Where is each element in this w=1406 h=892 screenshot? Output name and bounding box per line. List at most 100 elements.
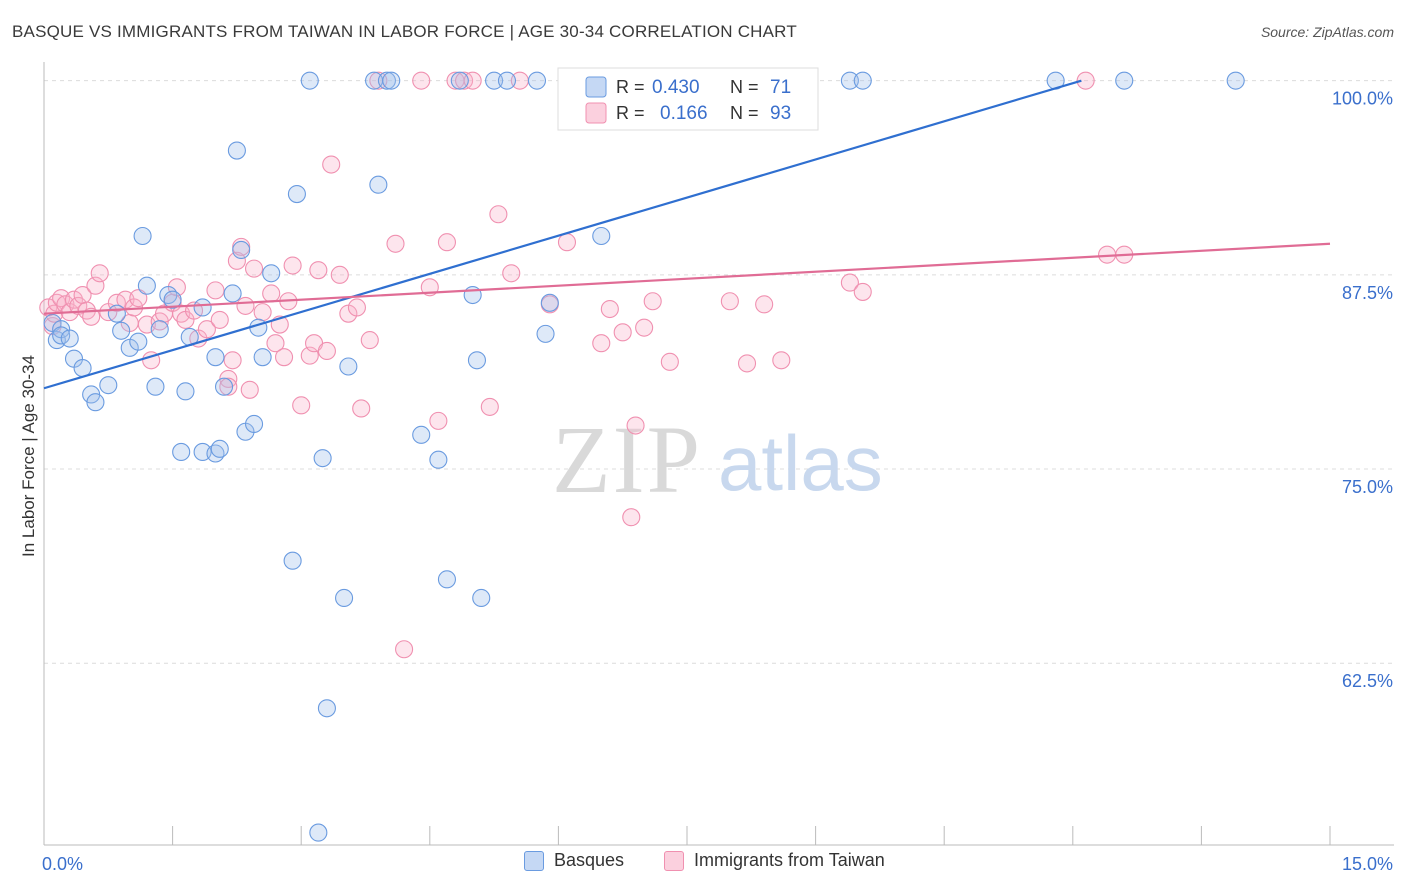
taiwan-point-89 xyxy=(1076,71,1095,90)
taiwan-point-73 xyxy=(557,233,577,252)
x-tick-label-1: 15.0% xyxy=(1342,854,1393,874)
taiwan-point-85 xyxy=(755,295,774,314)
legend-box: R = 0.430 N = 71 R = 0.166 N = 93 xyxy=(557,67,819,131)
taiwan-point-51 xyxy=(317,341,336,361)
taiwan-point-83 xyxy=(720,292,739,311)
basques-point-26 xyxy=(210,439,229,458)
basques-point-14 xyxy=(133,226,152,246)
basques-point-61 xyxy=(592,226,611,246)
legend-r-label-2: R = xyxy=(616,103,645,123)
basques-point-29 xyxy=(227,141,246,160)
basques-point-46 xyxy=(377,71,396,90)
y-axis-label: In Labor Force | Age 30-34 xyxy=(19,355,38,557)
taiwan-point-69 xyxy=(489,205,508,224)
source-label: Source: ZipAtlas.com xyxy=(1260,24,1394,40)
taiwan-point-63 xyxy=(429,411,448,430)
taiwan-point-35 xyxy=(227,251,246,270)
basques-point-30 xyxy=(232,240,251,260)
basques-point-57 xyxy=(527,71,547,90)
taiwan-point-50 xyxy=(309,261,328,280)
y-tick-label-3: 62.5% xyxy=(1342,671,1393,691)
bottom-legend: Basques Immigrants from Taiwan xyxy=(0,850,1406,880)
bottom-legend-basques[interactable]: Basques xyxy=(524,850,624,871)
taiwan-swatch xyxy=(664,850,684,871)
taiwan-point-31 xyxy=(206,281,225,300)
basques-swatch xyxy=(524,850,544,871)
basques-point-13 xyxy=(129,332,148,351)
basques-point-66 xyxy=(853,71,872,90)
basques-point-70 xyxy=(206,348,225,367)
taiwan-point-61 xyxy=(412,71,431,90)
basques-point-34 xyxy=(253,348,272,367)
taiwan-point-39 xyxy=(244,259,264,278)
bottom-legend-basques-label: Basques xyxy=(554,850,625,870)
basques-point-42 xyxy=(335,588,354,608)
watermark-atlas: atlas xyxy=(718,419,883,507)
legend-swatch-taiwan xyxy=(585,102,607,124)
legend-r-value-1: 0.430 xyxy=(652,77,700,98)
taiwan-point-84 xyxy=(737,354,757,373)
taiwan-point-37 xyxy=(236,296,255,315)
legend-r-label-1: R = xyxy=(616,77,645,97)
basques-point-9 xyxy=(99,376,118,395)
taiwan-point-13 xyxy=(90,264,109,283)
basques-point-65 xyxy=(840,71,859,90)
taiwan-point-53 xyxy=(330,265,349,284)
watermark-zip: ZIP xyxy=(552,406,702,513)
basques-point-24 xyxy=(193,298,212,317)
taiwan-point-64 xyxy=(437,233,456,252)
basques-point-45 xyxy=(369,175,388,194)
basques-point-48 xyxy=(412,425,431,444)
basques-point-10 xyxy=(107,304,126,323)
basques-point-32 xyxy=(244,414,264,434)
basques-point-4 xyxy=(60,329,79,348)
taiwan-point-30 xyxy=(197,320,216,339)
basques-point-38 xyxy=(300,71,319,90)
taiwan-point-75 xyxy=(592,334,611,353)
basques-point-43 xyxy=(339,357,358,376)
basques-point-55 xyxy=(485,71,504,90)
y-tick-label-2: 75.0% xyxy=(1342,477,1393,497)
basques-point-36 xyxy=(283,551,302,570)
legend-n-label-1: N = xyxy=(730,77,759,97)
basques-point-56 xyxy=(497,71,517,90)
basques-point-21 xyxy=(176,382,195,401)
taiwan-point-42 xyxy=(266,334,285,353)
grid-lines xyxy=(44,80,1394,664)
taiwan-point-86 xyxy=(772,351,791,370)
basques-point-50 xyxy=(437,570,456,589)
axes xyxy=(43,62,1394,846)
taiwan-point-80 xyxy=(635,318,654,337)
basques-point-41 xyxy=(317,699,336,718)
legend-n-value-2: 93 xyxy=(770,103,791,124)
taiwan-point-87 xyxy=(840,273,859,292)
basques-point-20 xyxy=(172,442,191,461)
basques-point-59 xyxy=(540,293,559,312)
basques-trend-line xyxy=(43,79,1082,390)
basques-point-49 xyxy=(429,450,448,469)
basques-point-35 xyxy=(262,264,281,283)
legend-swatch-basques xyxy=(585,76,607,98)
bottom-legend-taiwan[interactable]: Immigrants from Taiwan xyxy=(664,850,885,871)
trend-lines xyxy=(43,79,1331,390)
taiwan-point-38 xyxy=(240,380,259,399)
watermark: ZIP atlas xyxy=(552,406,883,513)
basques-point-51 xyxy=(450,71,469,90)
basques-point-39 xyxy=(309,823,328,842)
taiwan-point-8 xyxy=(69,296,88,315)
taiwan-point-68 xyxy=(480,397,499,416)
x-tick-label-0: 0.0% xyxy=(42,854,83,874)
basques-point-37 xyxy=(287,185,306,204)
taiwan-point-46 xyxy=(283,256,302,275)
taiwan-point-57 xyxy=(360,331,379,350)
tick-labels: 100.0% 87.5% 75.0% 62.5% 0.0% 15.0% xyxy=(42,89,1393,874)
basques-point-19 xyxy=(163,290,182,309)
taiwan-trend-line xyxy=(43,242,1331,315)
taiwan-point-11 xyxy=(82,307,101,326)
basques-point-16 xyxy=(146,377,165,396)
basques-point-28 xyxy=(223,284,242,303)
taiwan-point-79 xyxy=(626,416,645,435)
taiwan-point-34 xyxy=(223,351,242,370)
taiwan-point-52 xyxy=(322,155,341,174)
